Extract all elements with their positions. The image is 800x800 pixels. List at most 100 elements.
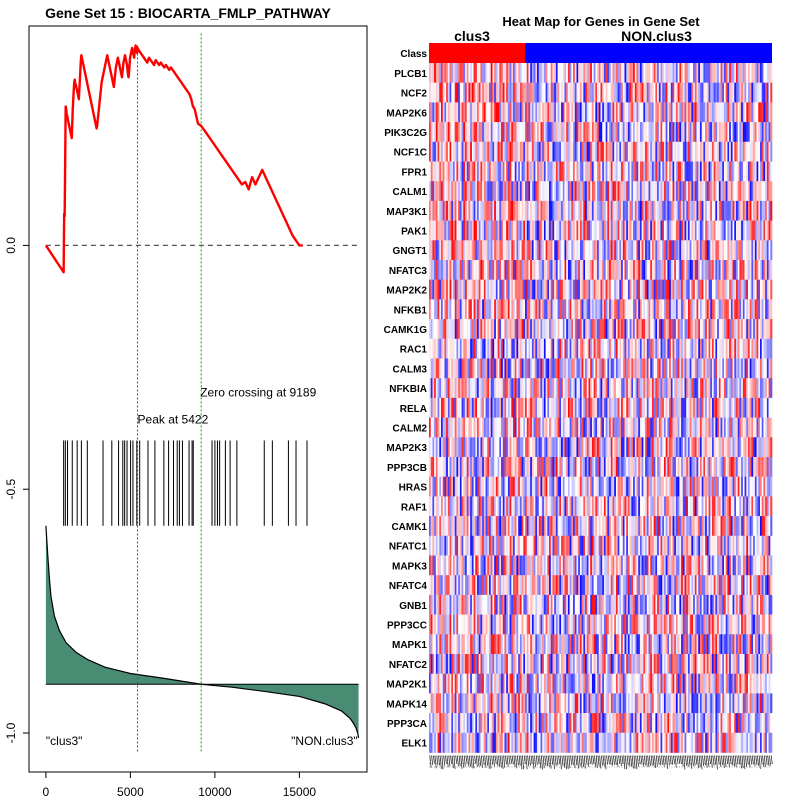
heatmap-cell bbox=[669, 516, 672, 537]
heatmap-cell bbox=[703, 141, 706, 162]
heatmap-cell bbox=[432, 141, 435, 162]
heatmap-cell bbox=[579, 200, 582, 221]
heatmap-cell bbox=[749, 82, 752, 103]
heatmap-cell bbox=[466, 417, 469, 438]
heatmap-cell bbox=[552, 496, 555, 517]
heatmap-cell bbox=[677, 397, 680, 418]
heatmap-cell bbox=[655, 181, 658, 202]
heatmap-cell bbox=[717, 279, 720, 300]
heatmap-cell bbox=[624, 200, 627, 221]
heatmap-cell bbox=[631, 358, 634, 379]
heatmap-cell bbox=[543, 102, 546, 123]
heatmap-cell bbox=[576, 457, 579, 477]
heatmap-cell bbox=[679, 476, 682, 497]
heatmap-cell bbox=[439, 457, 442, 477]
heatmap-cell bbox=[651, 338, 654, 359]
heatmap-cell bbox=[765, 141, 768, 162]
heatmap-cell bbox=[722, 240, 725, 261]
heatmap-cell bbox=[540, 200, 543, 221]
heatmap-cell bbox=[696, 260, 699, 280]
heatmap-cell bbox=[686, 358, 689, 379]
heatmap-cell bbox=[459, 457, 462, 477]
heatmap-cell bbox=[511, 240, 514, 261]
heatmap-cell bbox=[760, 338, 763, 359]
heatmap-cell bbox=[542, 437, 545, 458]
heatmap-cell bbox=[543, 122, 546, 143]
heatmap-cell bbox=[562, 338, 565, 359]
heatmap-cell bbox=[583, 240, 586, 261]
heatmap-cell bbox=[693, 358, 696, 379]
heatmap-cell bbox=[463, 319, 466, 340]
heatmap-cell bbox=[537, 437, 540, 458]
heatmap-cell bbox=[566, 397, 569, 418]
heatmap-cell bbox=[540, 437, 543, 458]
heatmap-cell bbox=[569, 457, 572, 477]
heatmap-cell bbox=[573, 417, 576, 438]
heatmap-cell bbox=[710, 141, 713, 162]
heatmap-cell bbox=[434, 417, 437, 438]
heatmap-cell bbox=[706, 358, 709, 379]
heatmap-cell bbox=[648, 122, 651, 143]
heatmap-cell bbox=[615, 181, 618, 202]
heatmap-cell bbox=[485, 358, 488, 379]
heatmap-cell bbox=[641, 358, 644, 379]
heatmap-cell bbox=[430, 82, 433, 103]
heatmap-cell bbox=[727, 181, 730, 202]
heatmap-cell bbox=[670, 358, 673, 379]
heatmap-cell bbox=[442, 299, 445, 320]
heatmap-cell bbox=[535, 437, 538, 458]
heatmap-cell bbox=[631, 141, 634, 162]
heatmap-cell bbox=[603, 476, 606, 497]
heatmap-cell bbox=[650, 63, 653, 83]
heatmap-cell bbox=[480, 319, 483, 340]
heatmap-cell bbox=[434, 358, 437, 379]
heatmap-cell bbox=[722, 141, 725, 162]
heatmap-cell bbox=[482, 161, 485, 182]
heatmap-cell bbox=[490, 82, 493, 103]
heatmap-cell bbox=[689, 516, 692, 537]
heatmap-cell bbox=[499, 260, 502, 280]
heatmap-cell bbox=[679, 299, 682, 320]
heatmap-cell bbox=[614, 200, 617, 221]
heatmap-cell bbox=[662, 82, 665, 103]
heatmap-cell bbox=[463, 299, 466, 320]
heatmap-cell bbox=[693, 279, 696, 300]
heatmap-cell bbox=[545, 516, 548, 537]
heatmap-cell bbox=[550, 496, 553, 517]
heatmap-cell bbox=[518, 358, 521, 379]
heatmap-cell bbox=[554, 181, 557, 202]
heatmap-cell bbox=[691, 279, 694, 300]
heatmap-cell bbox=[610, 299, 613, 320]
heatmap-cell bbox=[706, 378, 709, 399]
heatmap-cell bbox=[454, 220, 457, 241]
heatmap-cell bbox=[763, 516, 766, 537]
heatmap-cell bbox=[619, 260, 622, 280]
heatmap-cell bbox=[663, 338, 666, 359]
heatmap-cell bbox=[499, 63, 502, 83]
heatmap-cell bbox=[598, 457, 601, 477]
heatmap-cell bbox=[521, 378, 524, 399]
heatmap-cell bbox=[583, 260, 586, 280]
heatmap-cell bbox=[621, 200, 624, 221]
heatmap-cell bbox=[735, 437, 739, 458]
heatmap-cell bbox=[627, 63, 630, 83]
heatmap-cell bbox=[579, 279, 582, 300]
heatmap-cell bbox=[681, 260, 684, 280]
heatmap-cell bbox=[610, 181, 613, 202]
heatmap-cell bbox=[646, 516, 649, 537]
heatmap-cell bbox=[681, 141, 684, 162]
heatmap-cell bbox=[537, 141, 540, 162]
heatmap-cell bbox=[497, 338, 500, 359]
heatmap-cell bbox=[444, 496, 447, 517]
class-bar-non-clus3 bbox=[525, 43, 772, 63]
heatmap-cell bbox=[576, 516, 579, 537]
heatmap-cell bbox=[545, 141, 548, 162]
heatmap-cell bbox=[761, 240, 764, 261]
heatmap-cell bbox=[600, 457, 603, 477]
heatmap-cell bbox=[514, 397, 517, 418]
heatmap-cell bbox=[482, 319, 485, 340]
heatmap-cell bbox=[523, 122, 526, 143]
heatmap-cell bbox=[651, 516, 654, 537]
heatmap-cell bbox=[451, 378, 454, 399]
heatmap-cell bbox=[696, 299, 699, 320]
